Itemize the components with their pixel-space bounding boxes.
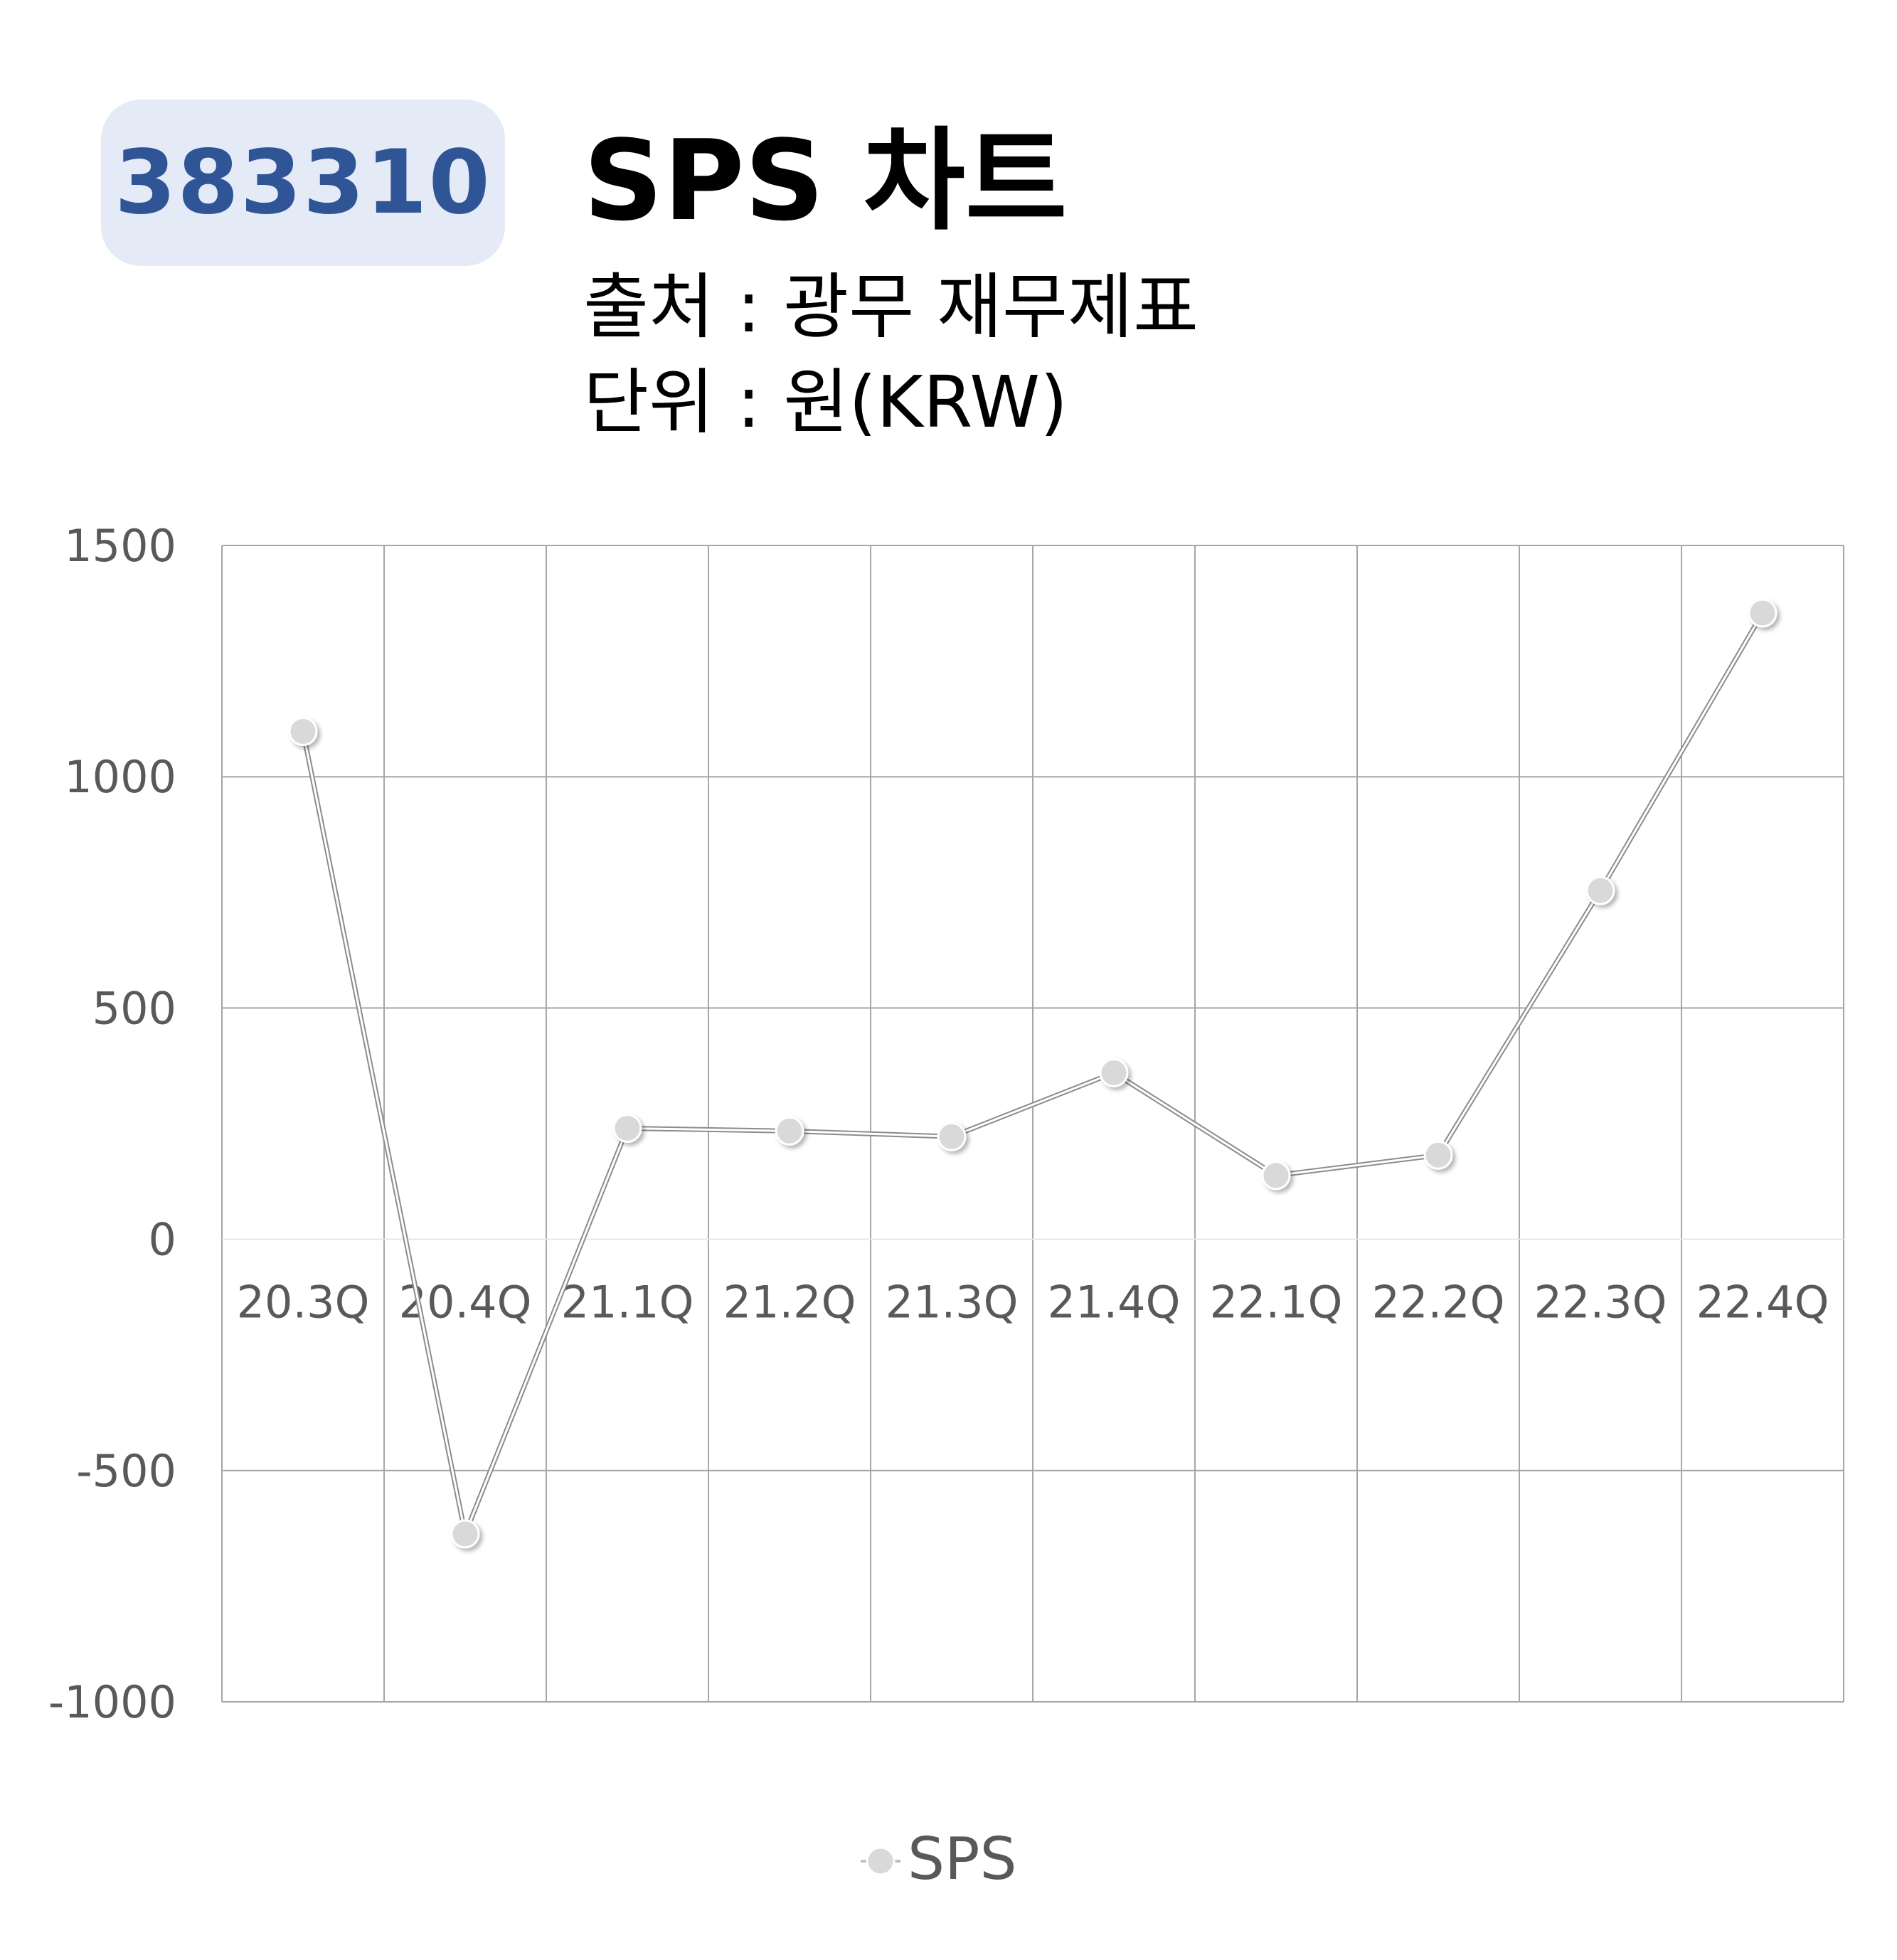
y-tick-label: 500 <box>92 982 176 1034</box>
data-point <box>612 1114 642 1144</box>
data-point <box>1261 1161 1291 1191</box>
series-line <box>302 612 1764 1538</box>
x-tick-label: 22.1Q <box>1210 1277 1343 1328</box>
legend: SPS <box>861 1826 1017 1893</box>
y-tick-label: 1000 <box>64 751 176 803</box>
stock-code-badge: 383310 <box>101 100 505 266</box>
y-tick-label: -500 <box>76 1445 176 1497</box>
unit-text: 단위 : 원(KRW) <box>583 361 1068 444</box>
y-axis-ticks: 1500 1000 500 0 -500 -1000 <box>48 520 176 1728</box>
x-tick-label: 20.3Q <box>237 1277 370 1328</box>
data-point <box>450 1519 480 1549</box>
series-sps <box>288 598 1778 1549</box>
data-point <box>1585 875 1615 905</box>
x-tick-label: 21.4Q <box>1048 1277 1181 1328</box>
x-tick-label: 21.2Q <box>723 1277 856 1328</box>
source-text: 출처 : 광무 재무제표 <box>583 265 1199 348</box>
data-point <box>1748 598 1778 628</box>
legend-label: SPS <box>908 1826 1017 1893</box>
data-point <box>937 1122 967 1151</box>
x-axis-ticks: 20.3Q 20.4Q 21.1Q 21.2Q 21.3Q 21.4Q 22.1Q 22.2Q… <box>237 1277 1829 1328</box>
legend-marker <box>866 1846 896 1876</box>
data-point <box>1423 1140 1453 1170</box>
y-tick-label: 0 <box>149 1214 176 1266</box>
x-tick-label: 21.3Q <box>886 1277 1019 1328</box>
y-tick-label: 1500 <box>64 520 176 572</box>
x-tick-label: 22.4Q <box>1696 1277 1829 1328</box>
x-tick-label: 21.1Q <box>561 1277 694 1328</box>
stock-code: 383310 <box>115 132 491 234</box>
data-point <box>1099 1058 1129 1087</box>
x-tick-label: 22.3Q <box>1534 1277 1667 1328</box>
data-point <box>288 716 318 746</box>
x-tick-label: 22.2Q <box>1372 1277 1505 1328</box>
chart-title: SPS 차트 <box>583 116 1068 245</box>
data-point <box>775 1116 804 1146</box>
y-tick-label: -1000 <box>48 1676 176 1728</box>
